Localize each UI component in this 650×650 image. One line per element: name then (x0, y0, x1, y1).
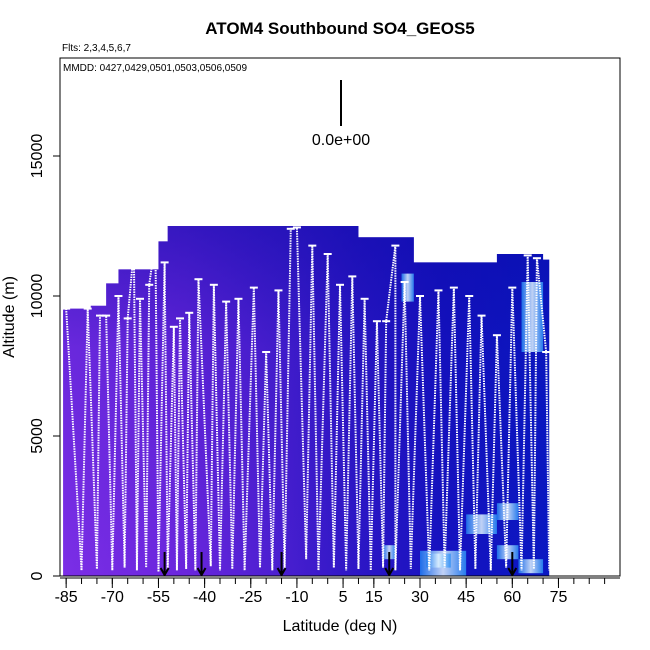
x-tick-label: 75 (550, 589, 568, 606)
x-tick-label: -85 (55, 589, 78, 606)
scale-bar: 0.0e+00 (312, 80, 370, 149)
flight-tracks (62, 226, 551, 572)
scale-bar-label: 0.0e+00 (312, 132, 370, 149)
bright-patch (521, 282, 544, 352)
ground-marker-head (507, 567, 518, 576)
x-tick-label: 60 (503, 589, 521, 606)
y-axis: 0 5000 10000 15000 (29, 134, 60, 580)
bright-patch (518, 559, 544, 574)
y-tick-label: 15000 (29, 134, 46, 179)
ground-marker-head (196, 567, 207, 576)
x-tick-label: -25 (239, 589, 262, 606)
flights-label: Flts: 2,3,4,5,6,7 (62, 43, 131, 54)
ground-marker-head (276, 567, 287, 576)
y-tick-label: 5000 (29, 418, 46, 454)
x-tick-label: 45 (457, 589, 475, 606)
bright-patch (496, 545, 519, 560)
y-tick-label: 0 (29, 571, 46, 580)
x-tick-label: -40 (193, 589, 216, 606)
x-tick-label: -70 (101, 589, 124, 606)
dates-label: MMDD: 0427,0429,0501,0503,0506,0509 (63, 63, 247, 74)
x-tick-label: -55 (147, 589, 170, 606)
plot-frame (59, 57, 621, 577)
ground-markers (159, 552, 518, 576)
y-axis-label: Altitude (m) (1, 276, 18, 358)
flight-track-line (65, 226, 551, 572)
x-tick-label: -10 (285, 589, 308, 606)
x-tick-label: 5 (339, 589, 348, 606)
x-tick-label: 30 (411, 589, 429, 606)
x-axis: -85 -70 -55 -40 -25 -10 5 15 30 45 60 75 (55, 577, 620, 606)
ground-marker-head (159, 567, 170, 576)
x-axis-label: Latitude (deg N) (283, 618, 398, 635)
ground-marker-head (384, 567, 395, 576)
chart-title: ATOM4 Southbound SO4_GEOS5 (205, 19, 475, 38)
plot-area (62, 226, 551, 576)
x-tick-label: 15 (365, 589, 383, 606)
y-tick-label: 10000 (29, 274, 46, 319)
